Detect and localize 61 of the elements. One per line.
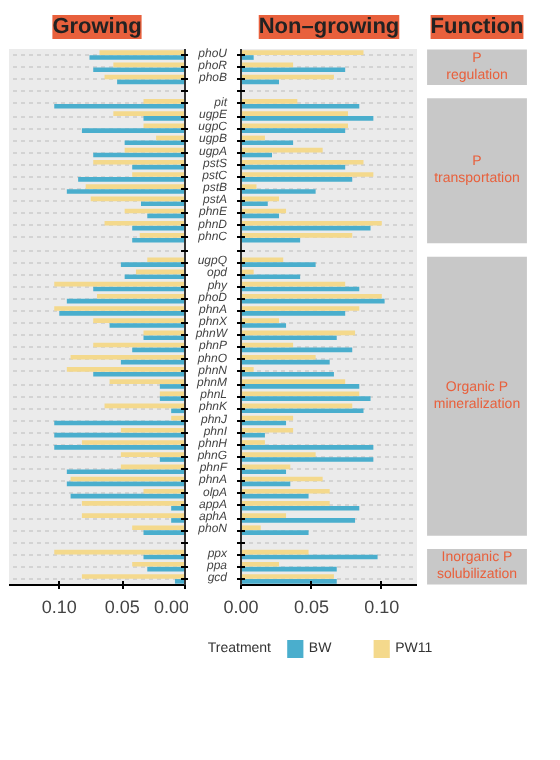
bar bbox=[241, 513, 287, 518]
bar bbox=[241, 469, 287, 475]
bar bbox=[241, 371, 334, 377]
bar bbox=[241, 128, 346, 133]
bar bbox=[241, 172, 374, 177]
bar bbox=[241, 55, 254, 60]
bar bbox=[241, 159, 364, 165]
bar bbox=[241, 103, 360, 109]
bar bbox=[241, 318, 280, 323]
bar bbox=[241, 323, 287, 328]
bar bbox=[241, 505, 360, 511]
chart-title: Non–growing bbox=[258, 15, 400, 39]
bar bbox=[241, 440, 265, 445]
bar bbox=[241, 530, 309, 535]
bar bbox=[241, 457, 374, 462]
bar bbox=[241, 262, 316, 267]
bar bbox=[241, 184, 257, 189]
bar bbox=[241, 233, 353, 238]
bar bbox=[241, 561, 280, 567]
bar bbox=[241, 116, 374, 121]
bar bbox=[241, 335, 337, 341]
bar bbox=[241, 50, 364, 55]
bar bbox=[241, 354, 316, 360]
bar bbox=[241, 201, 268, 207]
bar bbox=[241, 177, 353, 182]
bar bbox=[241, 379, 346, 384]
text: Function bbox=[430, 15, 524, 39]
bar bbox=[241, 579, 337, 584]
bar bbox=[241, 220, 382, 226]
bar bbox=[241, 445, 374, 450]
bar bbox=[241, 257, 284, 263]
x-tick-label: 0.00 bbox=[223, 597, 259, 617]
bar bbox=[241, 140, 294, 146]
bar bbox=[241, 274, 301, 280]
bar bbox=[241, 189, 316, 194]
bar bbox=[241, 525, 261, 531]
bar bbox=[241, 452, 316, 457]
bar bbox=[241, 391, 360, 397]
x-tick-label: 0.05 bbox=[104, 597, 140, 617]
bar bbox=[241, 501, 330, 506]
bar bbox=[241, 367, 254, 372]
bar bbox=[241, 384, 360, 389]
x-tick-label: 0.00 bbox=[153, 597, 190, 617]
x-tick-label: 0.10 bbox=[41, 597, 77, 617]
bar bbox=[241, 574, 334, 579]
bar bbox=[241, 67, 346, 73]
x-tick-label: 0.10 bbox=[364, 597, 400, 617]
x-tick-label: 0.05 bbox=[293, 597, 329, 617]
bar bbox=[241, 518, 356, 523]
bar bbox=[241, 123, 349, 129]
bar bbox=[241, 311, 346, 316]
bar bbox=[241, 99, 298, 104]
bar bbox=[241, 111, 349, 116]
bar bbox=[241, 237, 301, 243]
bar bbox=[241, 306, 360, 311]
bar bbox=[241, 408, 364, 414]
chart-title: Growing bbox=[52, 15, 142, 39]
bar bbox=[241, 488, 330, 494]
bar bbox=[241, 396, 371, 401]
bar bbox=[241, 293, 382, 299]
bar bbox=[241, 427, 294, 433]
